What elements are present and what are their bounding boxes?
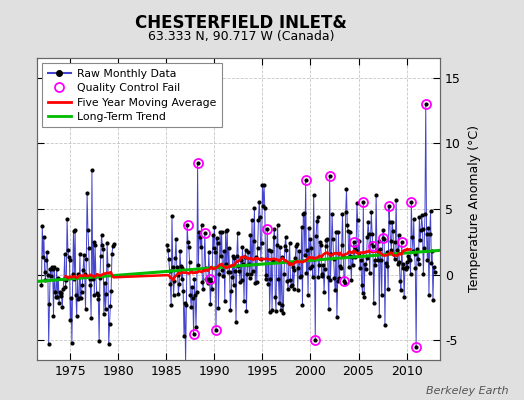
Text: CHESTERFIELD INLET&: CHESTERFIELD INLET& (135, 14, 347, 32)
Y-axis label: Temperature Anomaly (°C): Temperature Anomaly (°C) (468, 126, 481, 292)
Text: 63.333 N, 90.717 W (Canada): 63.333 N, 90.717 W (Canada) (148, 30, 334, 43)
Text: Berkeley Earth: Berkeley Earth (426, 386, 508, 396)
Legend: Raw Monthly Data, Quality Control Fail, Five Year Moving Average, Long-Term Tren: Raw Monthly Data, Quality Control Fail, … (42, 64, 222, 127)
